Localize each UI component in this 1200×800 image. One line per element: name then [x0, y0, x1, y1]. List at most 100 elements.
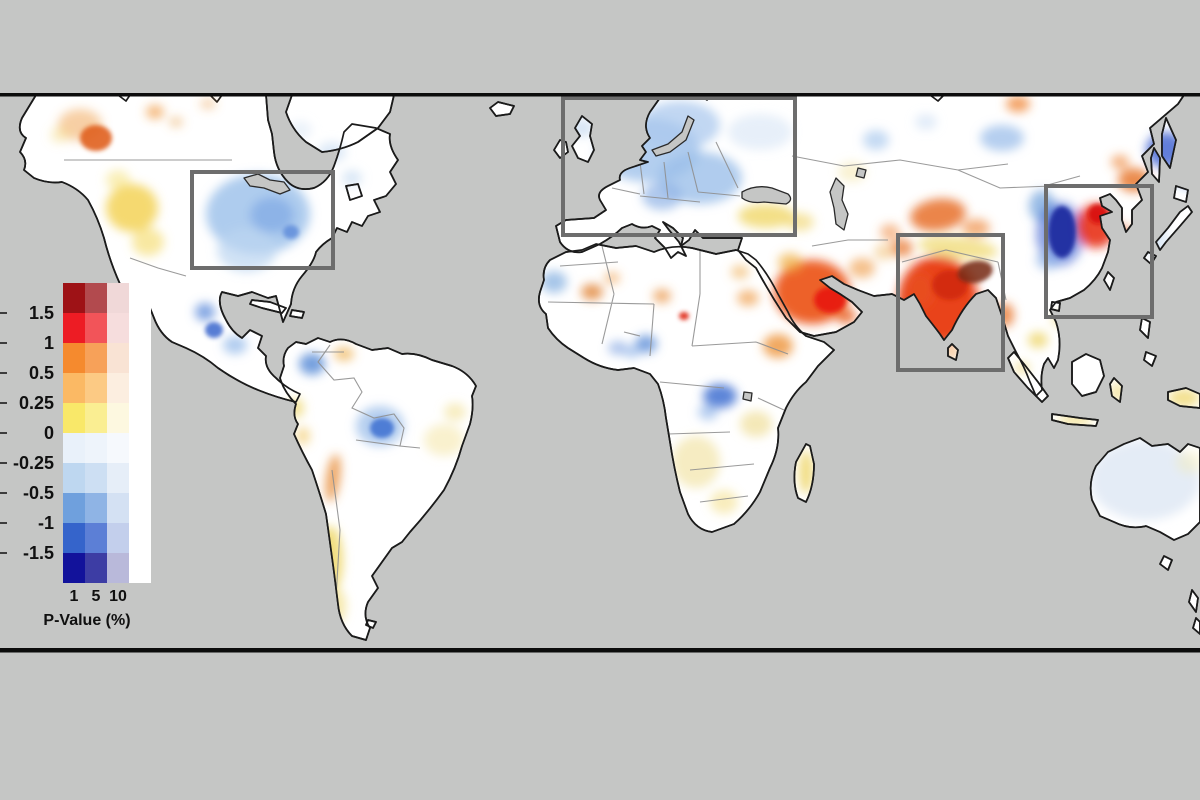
legend-cell-r3c0 — [63, 373, 85, 403]
anomaly-ne-china-orange — [1118, 168, 1150, 192]
anomaly-sahara-orange3 — [653, 289, 671, 303]
legend-cell-r8c2 — [107, 523, 129, 553]
legend-trend-label: -1 — [37, 513, 54, 533]
legend-cell-r7c3 — [129, 493, 151, 523]
aral-sea — [855, 167, 867, 179]
legend-cell-r8c1 — [85, 523, 107, 553]
anomaly-western-canada-warm — [80, 125, 112, 151]
anomaly-western-us-yellow — [106, 184, 158, 232]
anomaly-congo-blue2 — [698, 404, 718, 420]
anomaly-mauritania-blue — [541, 271, 567, 293]
anomaly-bahia-yellow — [444, 403, 466, 421]
anomaly-balkans-blue — [642, 182, 682, 210]
legend-pvalue-label: 1 — [69, 588, 79, 605]
anomaly-southwest-us-yellow — [132, 228, 164, 256]
anomaly-gulf-states-blue — [217, 228, 277, 272]
legend-trend-tick — [0, 342, 7, 344]
legend-trend-tick — [0, 312, 7, 314]
anomaly-tibet-orange — [910, 198, 966, 232]
legend-axis-title: P-Value (%) — [43, 612, 131, 629]
anomaly-egypt-orange — [731, 265, 749, 279]
anomaly-north-arabia-orange — [778, 253, 802, 271]
legend-cell-r9c0 — [63, 553, 85, 583]
lake-victoria — [742, 391, 753, 402]
anomaly-mexico-blue — [195, 303, 215, 321]
landmass-south-america — [279, 337, 477, 641]
legend-trend-label: -0.25 — [12, 453, 54, 473]
legend-cell-r6c3 — [129, 463, 151, 493]
legend-cell-r7c1 — [85, 493, 107, 523]
legend-cell-r0c0 — [63, 283, 85, 313]
legend-pvalue-label: 10 — [109, 588, 127, 605]
legend-cell-r2c2 — [107, 343, 129, 373]
anomaly-afghanistan-orange — [891, 239, 913, 257]
legend-trend-label: 1 — [43, 333, 54, 353]
roi-box-eastern-us — [190, 170, 335, 270]
anomaly-tanzania-yellow — [740, 411, 772, 437]
anomaly-new-guinea-yellow — [1168, 389, 1200, 407]
legend-cell-r2c0 — [63, 343, 85, 373]
anomaly-central-china-navy — [1048, 206, 1076, 258]
legend-cell-r8c3 — [129, 523, 151, 553]
anomaly-oman-orange — [836, 308, 856, 324]
anomaly-northwest-us-yellow — [106, 170, 130, 190]
significance-boxes — [190, 96, 1154, 372]
anomaly-south-africa-yellow — [710, 490, 738, 514]
anomaly-arabia-red-core — [814, 287, 846, 313]
legend-cell-r6c0 — [63, 463, 85, 493]
legend-cell-r1c0 — [63, 313, 85, 343]
map-frame-top — [0, 93, 1200, 97]
legend-cell-r9c3 — [129, 553, 151, 583]
legend-trend-tick — [0, 402, 7, 404]
legend-cell-r7c2 — [107, 493, 129, 523]
anomaly-alaska-faint-yellow — [50, 127, 70, 143]
anomaly-ethiopia-orange — [763, 334, 793, 358]
legend-cell-r2c3 — [129, 343, 151, 373]
country-borders — [64, 141, 1081, 599]
roi-box-europe — [561, 96, 797, 237]
anomaly-congo-blue — [703, 384, 737, 408]
legend-cell-r4c1 — [85, 403, 107, 433]
legend-cell-r4c0 — [63, 403, 85, 433]
anomaly-far-east-blue — [1176, 163, 1200, 187]
legend-trend-tick — [0, 522, 7, 524]
anomaly-amazon-blue-core — [370, 418, 394, 438]
legend-trend-label: -0.5 — [22, 483, 54, 503]
anomaly-north-canada-speck2 — [169, 117, 183, 127]
map-frame-bottom — [0, 648, 1200, 653]
legend-cell-r9c1 — [85, 553, 107, 583]
anomaly-sudan-orange — [737, 290, 759, 306]
legend-trend-label: 0 — [43, 423, 54, 443]
legend-trend-tick — [0, 432, 7, 434]
anomaly-turkey-yellow — [738, 204, 794, 228]
legend-trend-tick — [0, 492, 7, 494]
legend-trend-label: 1.5 — [28, 303, 54, 323]
anomaly-peru-yellow2 — [296, 427, 310, 445]
anomaly-sulawesi-yellow — [1110, 382, 1126, 402]
baltic-sea — [651, 115, 695, 157]
anomaly-ne-india-dark-maroon — [957, 260, 993, 284]
legend-trend-tick — [0, 372, 7, 374]
anomaly-iran-orange-faint — [874, 244, 894, 260]
legend-cell-r1c2 — [107, 313, 129, 343]
anomaly-pakistan-orange — [880, 224, 900, 240]
anomaly-colombia-blue — [299, 353, 325, 375]
legend-cell-r1c3 — [129, 313, 151, 343]
anomaly-sahara-orange2 — [604, 272, 620, 284]
legend-cell-r6c1 — [85, 463, 107, 493]
anomaly-tibet-orange2 — [962, 219, 990, 237]
anomaly-siberia-blue2 — [915, 114, 937, 130]
anomaly-southern-africa-yellow — [672, 436, 720, 488]
legend-trend-label: 0.5 — [28, 363, 54, 383]
legend-cell-r5c2 — [107, 433, 129, 463]
anomaly-sahara-orange1 — [581, 284, 603, 300]
legend-cell-r5c1 — [85, 433, 107, 463]
roi-box-east-asia — [1044, 184, 1154, 319]
legend-cell-r0c1 — [85, 283, 107, 313]
anomaly-central-siberia-blue — [980, 125, 1024, 151]
anomaly-mexico-blue-core — [205, 322, 223, 338]
anomaly-venezuela-orange — [334, 347, 354, 361]
anomaly-madagascar-yellow — [799, 450, 813, 494]
legend-color-matrix — [63, 283, 151, 583]
